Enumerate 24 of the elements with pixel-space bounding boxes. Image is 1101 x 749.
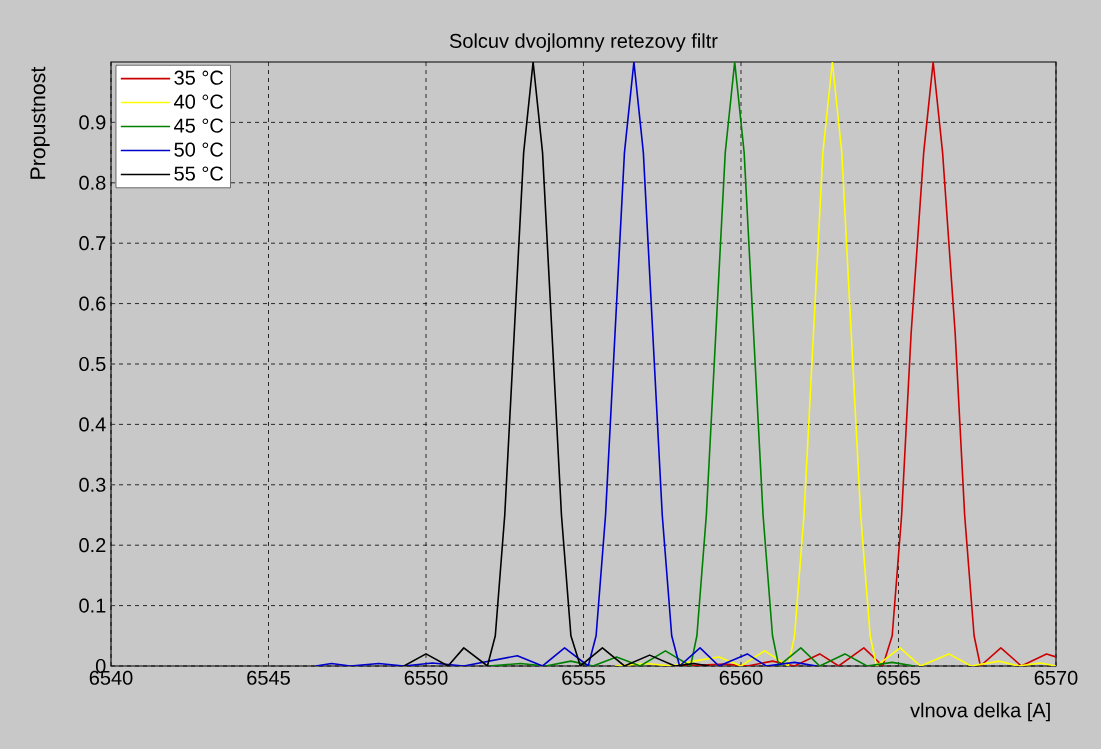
y-axis-title: Propustnost	[30, 66, 50, 179]
chart-title: Solcuv dvojlomny retezovy filtr	[449, 33, 718, 52]
x-tick-label: 6555	[562, 670, 605, 685]
legend-label: 40 °C	[174, 94, 224, 109]
y-tick-label: 0.6	[79, 296, 106, 311]
x-tick-label: 6560	[719, 670, 763, 685]
legend-label: 35 °C	[174, 70, 224, 85]
y-tick-label: 0.5	[79, 356, 106, 372]
y-tick-label: 0.9	[79, 115, 106, 130]
legend-label: 50 °C	[174, 142, 224, 157]
x-tick-label: 6570	[1034, 670, 1078, 685]
x-tick-label: 6545	[247, 670, 290, 685]
legend-label: 55 °C	[174, 166, 224, 181]
y-tick-label: 0.4	[79, 417, 106, 432]
x-tick-label: 6550	[404, 670, 448, 685]
x-tick-label: 6565	[877, 670, 920, 685]
y-tick-label: 0.3	[79, 477, 106, 492]
line-series	[314, 61, 818, 666]
y-tick-label: 0.2	[79, 538, 106, 553]
y-tick-label: 0.7	[79, 236, 106, 251]
x-axis-title: vlnova delka [A]	[910, 702, 1050, 722]
y-tick-label: 0.1	[79, 598, 106, 613]
y-tick-label: 0.8	[79, 175, 106, 190]
legend-label: 45 °C	[174, 118, 224, 133]
